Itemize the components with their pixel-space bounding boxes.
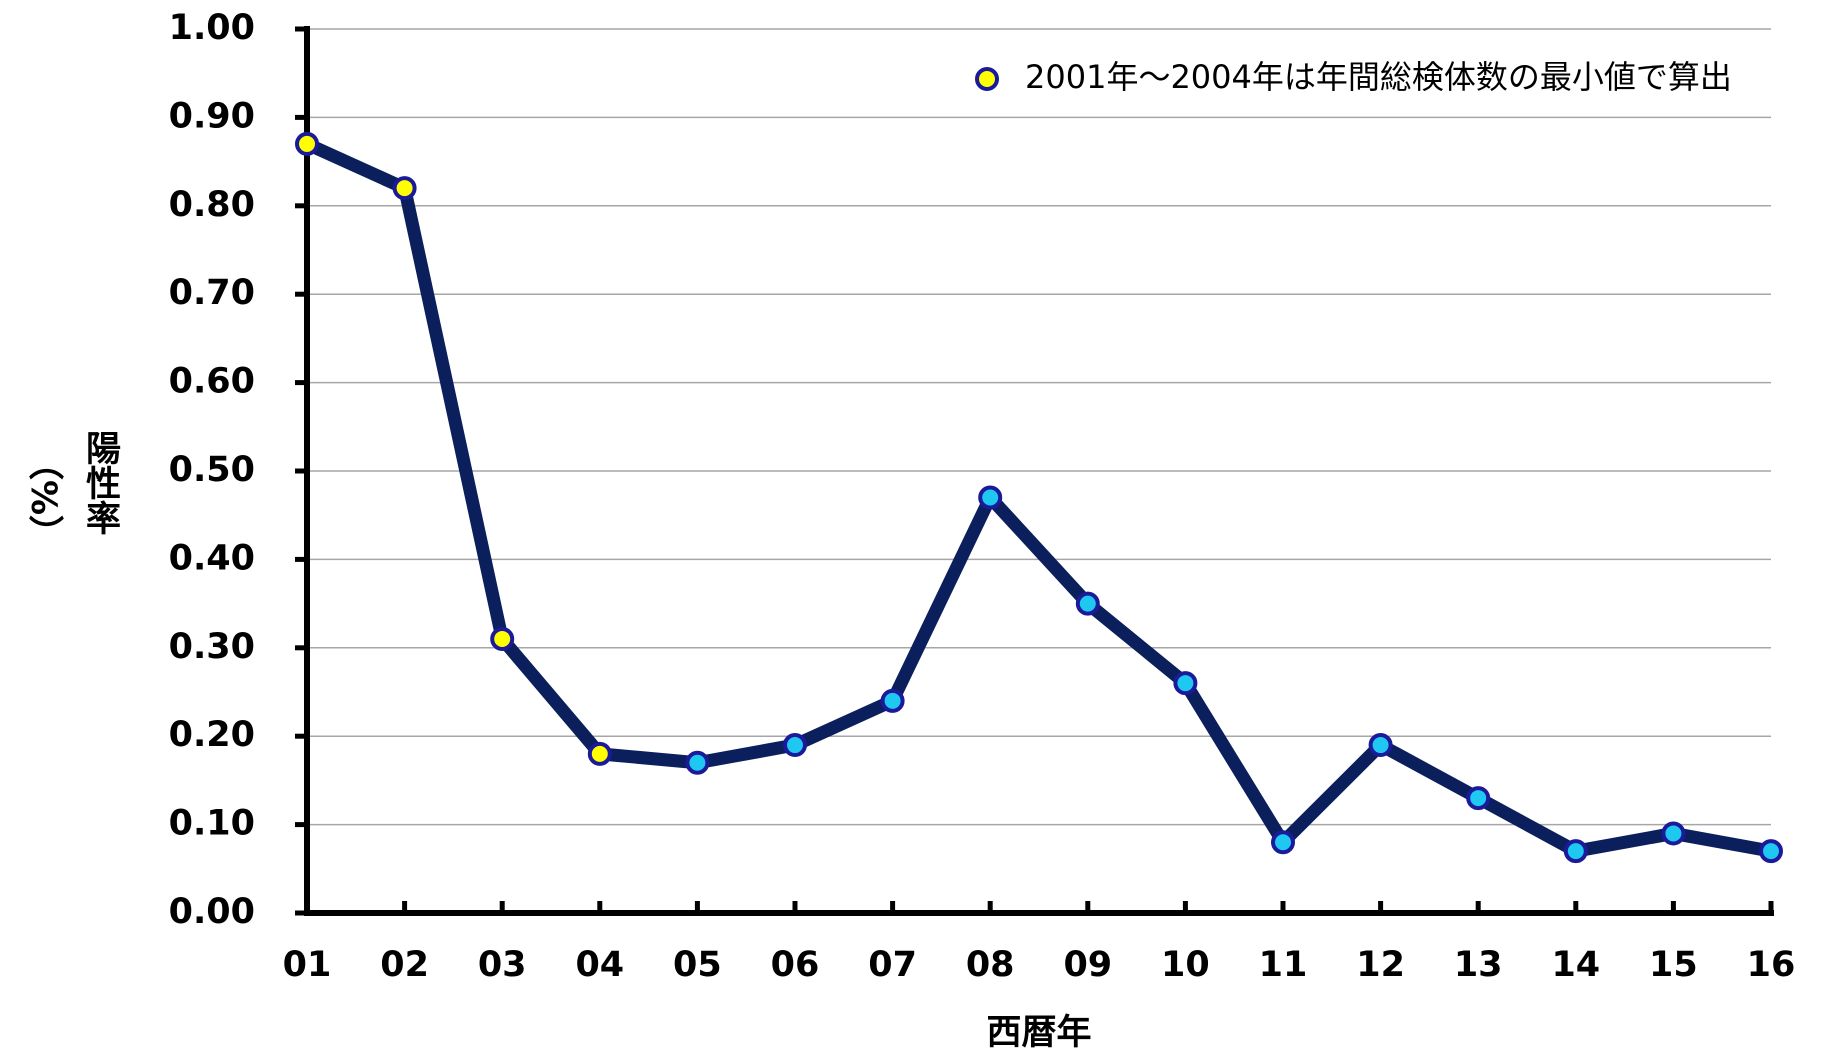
point [295,131,319,156]
x-tick-label: 15 [1649,945,1698,985]
x-tick-label: 11 [1259,945,1308,985]
x-tick-label: 12 [1356,945,1405,985]
point [1466,786,1491,811]
point [1759,839,1783,864]
y-tick-label: 0.20 [169,715,255,755]
x-tick-label: 06 [771,945,820,985]
point [1173,671,1198,696]
y-tick-label: 0.90 [169,96,255,136]
y-tick-label: 0.50 [169,450,255,490]
y-tick-label: 1.00 [169,8,255,48]
x-tick-label: 13 [1454,945,1503,985]
x-tick-label: 14 [1551,945,1600,985]
y-tick-label: 0.00 [169,892,255,932]
x-tick-label: 09 [1063,945,1112,985]
point [1563,839,1588,864]
legend-marker [975,67,999,91]
point [783,733,807,758]
point [978,485,1003,510]
point [490,626,515,651]
x-tick-label: 03 [478,945,527,985]
x-tick-label: 04 [575,945,624,985]
point [685,750,710,775]
y-tick-label: 0.60 [169,362,255,402]
x-tick-label: 02 [380,945,429,985]
y-tick-label: 0.30 [169,627,255,667]
line [304,137,1773,858]
point [880,688,905,713]
y-axis-unit: （%） [23,445,64,550]
x-axis-label: 西暦年 [986,1013,1091,1053]
y-tick-label: 0.10 [169,804,255,844]
point [1075,591,1100,616]
point [392,176,417,201]
x-tick-label: 16 [1747,945,1796,985]
x-tick-label: 07 [868,945,917,985]
y-tick-label: 0.70 [169,273,255,313]
x-tick-label: 08 [966,945,1015,985]
x-tick-label: 01 [283,945,332,985]
point [1368,733,1393,758]
x-tick-label: 05 [673,945,722,985]
y-tick-label: 0.80 [169,185,255,225]
point [587,741,612,766]
point [1271,830,1295,855]
x-tick-label: 10 [1161,945,1210,985]
point [1661,821,1686,846]
legend-label: 2001年～2004年は年間総検体数の最小値で算出 [1025,58,1732,96]
y-axis-label: 陽性率 [80,430,121,535]
y-tick-label: 0.40 [169,538,255,578]
